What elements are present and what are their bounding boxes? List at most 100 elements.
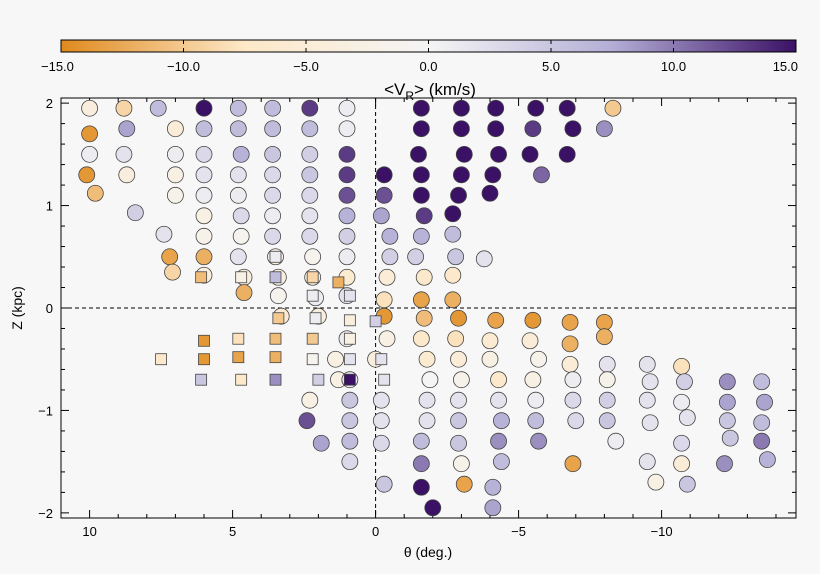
data-point-circle xyxy=(78,166,96,184)
data-point-circle xyxy=(195,207,213,225)
data-point-circle xyxy=(490,371,507,389)
data-point-circle xyxy=(487,120,505,138)
data-point-circle xyxy=(375,291,393,309)
data-point-square xyxy=(343,314,356,327)
data-point-circle xyxy=(638,391,656,409)
data-point-circle xyxy=(381,248,399,266)
data-point-circle xyxy=(598,371,616,389)
data-point-circle xyxy=(407,248,425,266)
data-point-circle xyxy=(475,250,493,268)
data-point-square xyxy=(235,373,248,386)
data-point-circle xyxy=(452,120,470,138)
data-point-circle xyxy=(338,248,356,266)
colorbar-tick-label: 0.0 xyxy=(419,59,437,74)
data-point-circle xyxy=(301,207,319,225)
data-point-circle xyxy=(493,412,510,430)
data-point-circle xyxy=(301,186,319,204)
data-point-circle xyxy=(678,409,696,427)
data-point-circle xyxy=(115,99,133,117)
data-point-circle xyxy=(375,475,393,493)
data-point-circle xyxy=(195,248,213,266)
x-tick-label: 0 xyxy=(372,524,379,539)
y-axis-title: Z (kpc) xyxy=(9,286,25,330)
data-point-circle xyxy=(524,311,542,329)
data-point-circle xyxy=(450,412,467,430)
data-point-circle xyxy=(264,186,282,204)
data-point-circle xyxy=(564,391,582,409)
data-point-circle xyxy=(567,412,585,430)
data-point-circle xyxy=(524,120,542,138)
data-point-circle xyxy=(312,434,330,452)
data-point-circle xyxy=(561,313,579,331)
data-point-circle xyxy=(301,227,319,245)
data-point-circle xyxy=(716,455,733,473)
data-point-circle xyxy=(481,184,499,202)
data-point-circle xyxy=(484,166,502,184)
data-point-circle xyxy=(232,145,250,163)
data-point-circle xyxy=(718,412,736,430)
data-point-square xyxy=(232,351,245,364)
data-point-circle xyxy=(493,453,510,471)
data-point-circle xyxy=(607,432,625,450)
data-point-circle xyxy=(450,186,467,204)
data-point-circle xyxy=(195,227,213,245)
colorbar-tick-label: −5.0 xyxy=(293,59,319,74)
data-point-square xyxy=(343,289,356,302)
data-point-square xyxy=(332,276,345,289)
y-tick-label: 1 xyxy=(46,199,53,214)
data-point-circle xyxy=(301,391,319,409)
data-point-square xyxy=(198,353,210,366)
data-point-circle xyxy=(530,432,548,450)
colorbar-tick-label: −15.0 xyxy=(41,59,74,74)
data-point-circle xyxy=(558,99,576,117)
data-point-circle xyxy=(298,412,316,430)
data-point-circle xyxy=(264,166,282,184)
data-point-square xyxy=(269,250,282,263)
data-point-circle xyxy=(264,145,282,163)
data-point-square xyxy=(272,312,285,325)
data-point-circle xyxy=(264,120,282,138)
data-point-circle xyxy=(412,166,430,184)
data-point-circle xyxy=(558,145,576,163)
data-point-circle xyxy=(759,451,776,469)
colorbar-tick-label: 15.0 xyxy=(773,59,798,74)
data-point-circle xyxy=(455,475,473,493)
data-point-circle xyxy=(149,99,167,117)
data-point-circle xyxy=(490,145,507,163)
data-point-circle xyxy=(126,204,144,222)
data-point-circle xyxy=(481,332,499,350)
data-point-circle xyxy=(444,225,462,243)
x-tick-label: −10 xyxy=(651,524,673,539)
data-point-circle xyxy=(381,227,399,245)
data-point-circle xyxy=(673,393,691,411)
data-point-circle xyxy=(81,125,98,143)
data-point-circle xyxy=(338,227,356,245)
data-point-square xyxy=(269,373,282,386)
data-point-circle xyxy=(418,412,436,430)
data-point-circle xyxy=(638,453,656,471)
data-point-circle xyxy=(487,311,505,329)
data-point-circle xyxy=(564,455,582,473)
data-point-circle xyxy=(338,99,356,117)
data-point-circle xyxy=(372,412,390,430)
data-point-circle xyxy=(341,432,359,450)
data-point-circle xyxy=(521,332,539,350)
data-point-square xyxy=(195,271,208,284)
data-point-circle xyxy=(166,145,184,163)
data-point-circle xyxy=(595,313,613,331)
data-point-circle xyxy=(155,225,173,243)
data-point-circle xyxy=(161,248,179,266)
data-point-circle xyxy=(490,391,507,409)
data-point-square xyxy=(269,271,282,284)
data-point-circle xyxy=(444,266,462,284)
data-point-circle xyxy=(372,391,390,409)
plot-area: 10 5 0 −5 −10 210−1−2 xyxy=(38,96,797,539)
data-point-circle xyxy=(229,120,247,138)
data-point-circle xyxy=(561,355,579,373)
data-point-circle xyxy=(756,393,773,411)
data-point-circle xyxy=(412,478,430,496)
data-point-circle xyxy=(490,432,507,450)
data-point-circle xyxy=(718,373,736,391)
data-point-circle xyxy=(641,414,659,432)
data-point-circle xyxy=(195,145,213,163)
